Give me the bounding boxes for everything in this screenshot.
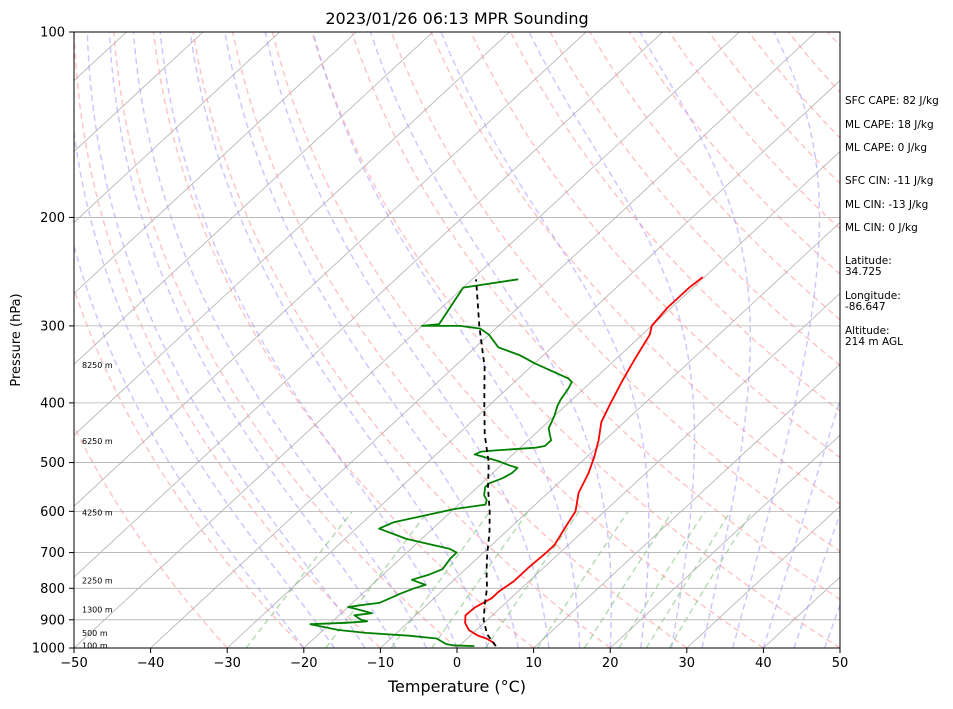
height-label: 2250 m <box>82 576 113 585</box>
annotations: SFC CAPE: 82 J/kg ML CAPE: 18 J/kg ML CAPE… <box>845 95 939 348</box>
dry-adiabat-line <box>272 32 763 648</box>
x-tick-label: 20 <box>602 656 619 671</box>
y-tick-label: 500 <box>40 456 65 471</box>
y-axis-label: Pressure (hPa) <box>9 293 24 386</box>
height-labels: 100 m 500 m 1300 m 2250 m 4250 m 6250 m 8250 m <box>82 361 113 651</box>
annotation-text: ML CAPE: 0 J/kg <box>845 142 927 154</box>
moist-adiabat-line <box>134 32 427 648</box>
annotation-text: SFC CAPE: 82 J/kg <box>845 95 939 107</box>
moist-adiabat-line <box>441 32 649 648</box>
height-label: 8250 m <box>82 361 113 370</box>
y-tick-label: 800 <box>40 582 65 597</box>
annotation-text: 214 m AGL <box>845 336 903 348</box>
annotation-text: ML CIN: -13 J/kg <box>845 199 928 211</box>
isotherm-line <box>227 32 892 648</box>
isotherm-line <box>0 32 203 648</box>
moist-adiabat-line <box>160 32 457 648</box>
dry-adiabat-line <box>312 32 840 648</box>
isotherm-line <box>0 32 509 648</box>
mixing-ratio-line <box>619 511 705 648</box>
x-tick-label: 40 <box>755 656 772 671</box>
dry-adiabat-line <box>233 32 687 648</box>
moist-adiabat-line <box>190 32 487 648</box>
x-tick-label: 0 <box>453 656 461 671</box>
moist-adiabat-line <box>87 32 365 648</box>
isotherm-line <box>0 32 663 648</box>
mixing-ratio-line <box>246 511 352 648</box>
y-tick-label: 1000 <box>32 642 65 657</box>
y-tick-label: 100 <box>40 26 65 41</box>
series-group <box>310 277 703 646</box>
moist-adiabat-line <box>733 32 820 648</box>
y-tick-label: 900 <box>40 613 65 628</box>
annotation-text: 34.725 <box>845 266 882 278</box>
dry-adiabat-line <box>352 32 917 648</box>
annotation-text: ML CIN: 0 J/kg <box>845 222 918 234</box>
height-label: 500 m <box>82 629 108 638</box>
moist-adiabat-line <box>313 32 580 648</box>
annotation-text: ML CAPE: 18 J/kg <box>845 119 934 131</box>
x-tick-label: 50 <box>832 656 849 671</box>
x-tick-label: −10 <box>367 656 394 671</box>
height-label: 100 m <box>82 642 108 651</box>
height-label: 1300 m <box>82 605 113 614</box>
chart-title: 2023/01/26 06:13 MPR Sounding <box>325 9 588 28</box>
y-axis: 1000 900 800 700 600 500 400 300 200 100 <box>32 26 74 657</box>
isotherm-line <box>151 32 816 648</box>
x-tick-label: −50 <box>60 656 87 671</box>
x-axis-label: Temperature (°C) <box>387 677 526 696</box>
x-axis: −50 −40 −30 −20 −10 0 10 20 30 40 50 <box>60 648 848 671</box>
x-tick-label: −20 <box>290 656 317 671</box>
x-tick-label: 10 <box>525 656 542 671</box>
x-tick-label: −40 <box>137 656 164 671</box>
y-tick-label: 700 <box>40 546 65 561</box>
moist-adiabat-line <box>640 32 750 648</box>
background-lines <box>0 32 953 648</box>
dry-adiabat-line <box>0 32 227 648</box>
y-tick-label: 200 <box>40 211 65 226</box>
moist-adiabat-line <box>67 32 335 648</box>
mixing-ratio-line <box>486 511 580 648</box>
y-tick-label: 300 <box>40 319 65 334</box>
annotation-text: -86.647 <box>845 301 886 313</box>
moist-adiabat-line <box>225 32 518 648</box>
dry-adiabat-line <box>34 32 303 648</box>
height-label: 4250 m <box>82 509 113 518</box>
moist-adiabat-line <box>109 32 395 648</box>
y-tick-label: 600 <box>40 505 65 520</box>
height-label: 6250 m <box>82 437 113 446</box>
x-tick-label: 30 <box>679 656 696 671</box>
y-tick-label: 400 <box>40 396 65 411</box>
x-tick-label: −30 <box>213 656 240 671</box>
annotation-text: SFC CIN: -11 J/kg <box>845 175 933 187</box>
